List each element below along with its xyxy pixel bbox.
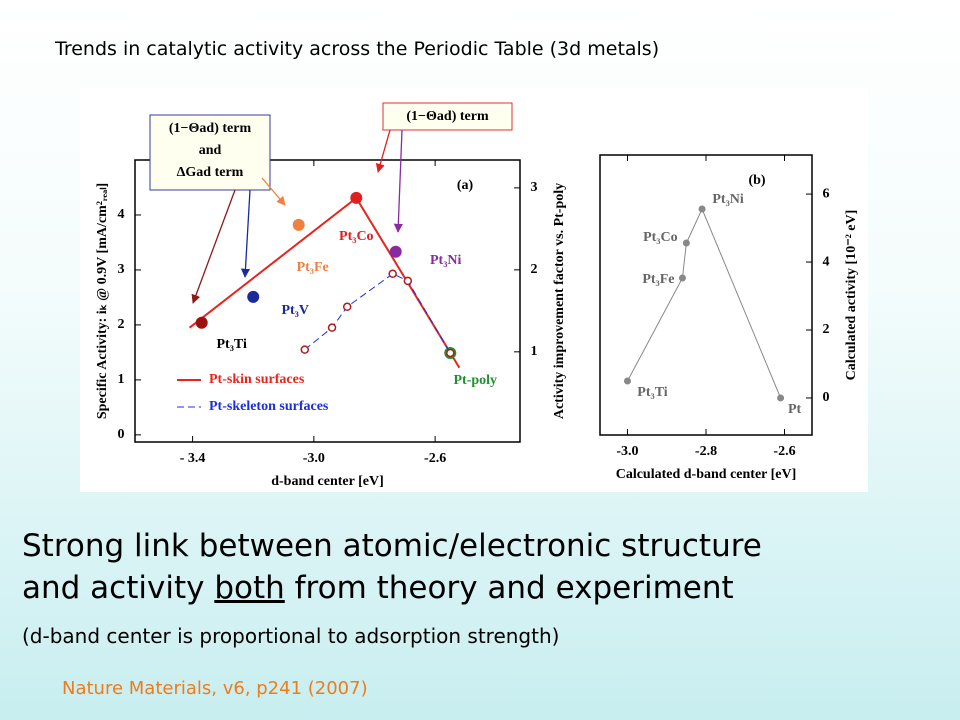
y-tick-label: 3	[118, 262, 125, 277]
citation: Nature Materials, v6, p241 (2007)	[62, 678, 368, 699]
y-tick-label: 6	[823, 186, 830, 201]
arrow	[240, 189, 251, 278]
annotation-text: ΔGad term	[177, 165, 244, 180]
x-tick-label: -3.0	[616, 444, 638, 459]
arrow	[261, 177, 286, 206]
x-tick-label: -2.8	[695, 444, 717, 459]
panel-label: (b)	[748, 173, 765, 188]
annotation-text: and	[199, 143, 222, 158]
point-label: Pt₃Ti	[637, 385, 667, 400]
marker	[623, 377, 631, 385]
y-tick-label: 4	[118, 207, 125, 222]
y-axis-label: Specific Activity: iₖ @ 0.9V [mA/cm²ᵣₑₐₗ…	[95, 183, 110, 419]
y-axis-label: Calculated activity [10⁻² eV]	[844, 210, 859, 381]
annotation-box	[149, 114, 271, 191]
marker	[292, 218, 305, 231]
y-tick-label: 2	[823, 322, 830, 337]
marker	[446, 348, 455, 358]
y2-tick-label: 1	[531, 344, 538, 359]
point-label: Pt₃Fe	[297, 260, 329, 275]
slide-title: Trends in catalytic activity across the …	[55, 38, 660, 60]
arrow	[375, 129, 391, 173]
plots: - 3.4 -3.0 -2.6 0 1 2 3 4 1 2 3 d-band center [eV] S…	[95, 102, 859, 489]
statement: and activity both from theory and experi…	[22, 570, 734, 606]
marker	[777, 394, 785, 402]
y2-axis-label: Activity improvement factor vs. Pt-poly	[552, 183, 567, 419]
marker	[682, 239, 690, 247]
y2-tick-label: 3	[531, 180, 538, 195]
x-tick-label: -3.0	[303, 451, 325, 466]
legend-label: Pt-skeleton surfaces	[209, 399, 329, 414]
point-label: Pt₃V	[281, 303, 309, 318]
point-label: Pt₃Fe	[642, 272, 674, 287]
legend-label: Pt-skin surfaces	[209, 372, 305, 387]
statement-part: and activity	[22, 570, 205, 606]
annotation-arrows	[191, 129, 403, 304]
y-tick-label: 1	[118, 372, 125, 387]
arrow	[191, 189, 236, 304]
x-tick-label: - 3.4	[180, 451, 206, 466]
y-tick-label: 2	[118, 317, 125, 332]
marker	[403, 276, 413, 286]
point-label: Pt₃Co	[643, 230, 678, 245]
series-line	[304, 273, 451, 354]
y-tick-label: 0	[823, 390, 830, 405]
statement: Strong link between atomic/electronic st…	[22, 528, 762, 564]
marker	[300, 345, 310, 354]
point-label: Pt	[788, 402, 802, 417]
marker	[342, 302, 352, 312]
plot-frame	[134, 159, 521, 443]
marker	[350, 191, 363, 204]
x-axis-label: d-band center [eV]	[271, 474, 384, 489]
point-label: Pt₃Ti	[216, 337, 246, 352]
y-tick-label: 4	[823, 254, 830, 269]
x-tick-label: -2.6	[773, 444, 795, 459]
x-tick-label: -2.6	[424, 451, 446, 466]
point-label: Pt₃Co	[339, 229, 374, 244]
point-label: Pt₃Ni	[712, 192, 744, 207]
point-label: Pt-poly	[453, 373, 497, 388]
marker	[247, 290, 260, 303]
statement-part: from theory and experiment	[294, 570, 734, 606]
annotation-text: (1−Θad) term	[406, 109, 489, 124]
y-tick-label: 0	[118, 427, 125, 442]
marker	[388, 269, 397, 279]
arrow	[393, 129, 403, 233]
note: (d-band center is proportional to adsorp…	[22, 624, 560, 648]
marker	[327, 323, 337, 332]
point-label: Pt₃Ni	[430, 253, 462, 268]
panel-label: (a)	[457, 178, 474, 193]
annotation-text: (1−Θad) term	[169, 121, 252, 136]
marker	[195, 316, 208, 329]
marker	[678, 274, 686, 282]
y2-tick-label: 2	[531, 262, 538, 277]
statement-emphasis: both	[214, 570, 285, 606]
marker	[389, 245, 402, 258]
annotation-box	[382, 102, 513, 131]
x-axis-label: Calculated d-band center [eV]	[616, 467, 797, 482]
marker	[698, 205, 706, 213]
